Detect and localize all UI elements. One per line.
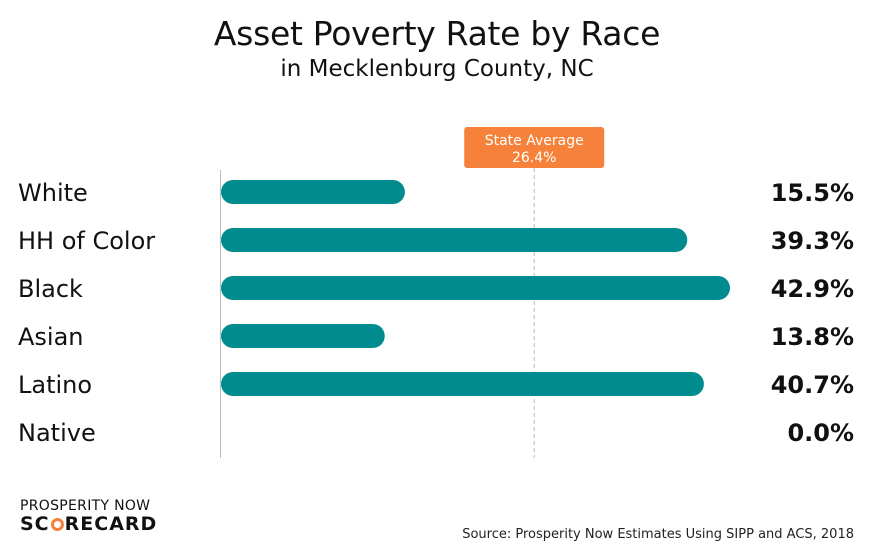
- category-label: Native: [18, 419, 96, 447]
- logo-line1: PROSPERITY NOW: [20, 498, 151, 514]
- chart-title: Asset Poverty Rate by Race: [213, 14, 661, 53]
- bar-latino: [221, 372, 704, 396]
- value-label: 13.8%: [771, 323, 854, 351]
- bar-white: [221, 180, 405, 204]
- value-labels: 15.5% 39.3% 42.9% 13.8% 40.7% 0.0%: [771, 179, 854, 447]
- chart-subtitle: in Mecklenburg County, NC: [280, 56, 594, 82]
- prosperity-now-logo: PROSPERITY NOW SC RECARD: [20, 499, 157, 534]
- bar-hh-of-color: [221, 228, 688, 252]
- category-label: Latino: [18, 371, 92, 399]
- bars-group: [221, 180, 730, 396]
- category-labels: White HH of Color Black Asian Latino Native: [18, 179, 155, 447]
- state-average-label: State Average: [485, 133, 584, 149]
- value-label: 39.3%: [771, 227, 854, 255]
- category-label: Asian: [18, 323, 84, 351]
- state-average-value: 26.4%: [512, 150, 556, 166]
- category-label: HH of Color: [18, 227, 155, 255]
- bar-asian: [221, 324, 385, 348]
- value-label: 40.7%: [771, 371, 854, 399]
- logo-line2: SC RECARD: [20, 515, 157, 534]
- value-label: 42.9%: [771, 275, 854, 303]
- value-label: 0.0%: [787, 419, 854, 447]
- logo-line2-a: SC: [20, 513, 50, 535]
- logo-line2-b: RECARD: [64, 513, 158, 535]
- value-label: 15.5%: [771, 179, 854, 207]
- category-label: White: [18, 179, 88, 207]
- state-average-badge: [464, 127, 605, 168]
- bar-black: [221, 276, 730, 300]
- logo-o-ring-icon: [50, 518, 64, 531]
- category-label: Black: [18, 275, 83, 303]
- source-note: Source: Prosperity Now Estimates Using S…: [462, 527, 854, 542]
